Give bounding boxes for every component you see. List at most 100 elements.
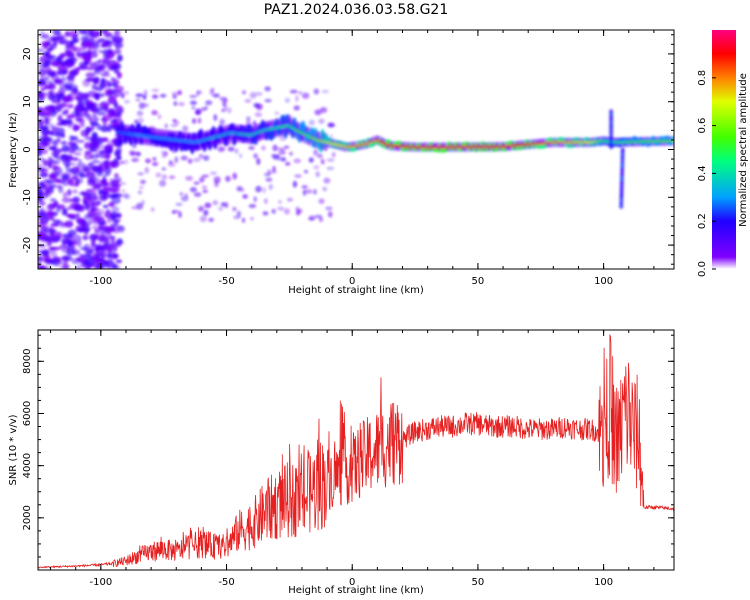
noise-speckle xyxy=(113,64,121,69)
noise-speckle xyxy=(51,144,58,150)
noise-speckle xyxy=(90,200,96,205)
noise-speckle xyxy=(85,113,92,120)
noise-speckle xyxy=(92,206,100,212)
noise-speckle xyxy=(111,196,121,205)
noise-speckle xyxy=(213,176,221,184)
noise-speckle xyxy=(107,248,112,253)
noise-speckle xyxy=(83,142,93,150)
noise-speckle xyxy=(110,238,116,244)
noise-speckle xyxy=(271,208,276,214)
noise-speckle xyxy=(203,155,210,161)
colorbar-tick-label: 0.2 xyxy=(697,213,708,229)
noise-speckle xyxy=(74,112,79,121)
noise-speckle xyxy=(265,177,273,182)
noise-speckle xyxy=(157,114,162,120)
spectrogram-y-ticks: -20 -10 0 10 20 xyxy=(22,34,674,265)
noise-speckle xyxy=(322,186,328,192)
noise-speckle xyxy=(92,116,99,122)
noise-speckle xyxy=(109,242,115,249)
noise-speckle xyxy=(119,109,125,114)
noise-speckle xyxy=(87,210,96,218)
noise-speckle xyxy=(66,176,76,183)
noise-speckle xyxy=(38,68,47,77)
noise-speckle xyxy=(136,202,144,210)
noise-speckle xyxy=(313,149,318,155)
snr-x-tick-label: -100 xyxy=(89,577,112,588)
spike-feature xyxy=(609,109,614,114)
noise-speckle xyxy=(48,83,55,89)
noise-speckle xyxy=(87,90,97,98)
noise-speckle xyxy=(138,185,144,189)
noise-speckle xyxy=(113,110,122,117)
noise-speckle xyxy=(135,93,144,98)
noise-speckle xyxy=(263,172,271,177)
noise-speckle xyxy=(305,189,313,194)
noise-speckle xyxy=(105,101,113,106)
noise-speckle xyxy=(256,158,261,165)
noise-speckle xyxy=(114,30,121,38)
noise-speckle xyxy=(277,199,282,204)
noise-speckle xyxy=(112,253,119,259)
noise-speckle xyxy=(318,216,324,223)
noise-speckle xyxy=(59,40,64,45)
noise-speckle xyxy=(42,159,49,167)
noise-speckle xyxy=(96,112,106,116)
colorbar: 0.0 0.2 0.4 0.6 0.8 Normalized spectral ampl… xyxy=(697,30,749,277)
noise-speckle xyxy=(57,66,65,71)
noise-speckle xyxy=(204,105,208,111)
noise-speckle xyxy=(43,254,51,262)
noise-speckle xyxy=(175,202,183,207)
noise-speckle xyxy=(54,219,60,225)
noise-speckle xyxy=(283,208,290,215)
spectrogram-x-label: Height of straight line (km) xyxy=(288,285,424,296)
noise-speckle xyxy=(38,118,44,126)
noise-speckle xyxy=(85,126,91,135)
snr-x-tick-label: 0 xyxy=(349,577,355,588)
noise-speckle xyxy=(106,232,112,238)
noise-speckle xyxy=(138,102,145,110)
noise-speckle xyxy=(167,162,176,167)
noise-speckle xyxy=(116,238,123,245)
noise-speckle xyxy=(96,123,102,131)
noise-speckle xyxy=(44,69,49,75)
noise-speckle xyxy=(189,94,197,99)
noise-speckle xyxy=(57,114,63,123)
noise-speckle xyxy=(58,221,68,228)
noise-speckle xyxy=(232,172,238,180)
noise-speckle xyxy=(41,250,49,256)
noise-speckle xyxy=(104,236,111,244)
snr-y-label: SNR (10 * v/v) xyxy=(8,414,19,485)
noise-speckle xyxy=(66,240,73,247)
noise-speckle xyxy=(63,95,71,103)
noise-speckle xyxy=(61,61,70,65)
noise-speckle xyxy=(45,188,50,196)
snr-x-tick-label: -50 xyxy=(218,577,234,588)
noise-speckle xyxy=(74,204,85,212)
noise-speckle xyxy=(67,122,78,126)
noise-speckle xyxy=(264,98,272,103)
noise-speckle xyxy=(191,118,197,124)
noise-speckle xyxy=(178,211,182,218)
noise-speckle xyxy=(109,235,116,240)
noise-speckle xyxy=(101,178,107,185)
noise-speckle xyxy=(82,234,89,241)
noise-speckle xyxy=(54,179,63,184)
noise-speckle xyxy=(97,189,104,195)
noise-speckle xyxy=(223,98,229,103)
noise-speckle xyxy=(203,209,209,216)
noise-speckle xyxy=(168,175,176,180)
noise-speckle xyxy=(196,90,200,97)
noise-speckle xyxy=(103,104,109,111)
noise-speckle xyxy=(227,146,235,152)
noise-speckle xyxy=(84,30,93,37)
noise-speckle xyxy=(47,94,56,101)
noise-speckle xyxy=(66,248,76,256)
noise-speckle xyxy=(93,142,99,148)
noise-speckle xyxy=(83,228,89,235)
noise-speckle xyxy=(95,92,105,98)
noise-speckle xyxy=(85,77,96,82)
noise-speckle xyxy=(254,112,262,118)
noise-speckle xyxy=(277,206,285,211)
noise-speckle xyxy=(104,87,112,94)
